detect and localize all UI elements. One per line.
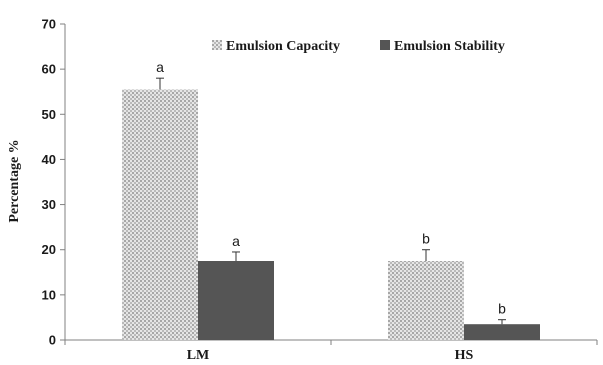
y-tick-label: 30: [42, 197, 56, 212]
legend-label: Emulsion Capacity: [226, 39, 340, 54]
y-tick-label: 40: [42, 152, 56, 167]
bar-emulsion-capacity-lm: [122, 89, 198, 340]
significance-label: a: [232, 233, 240, 249]
x-category-label: HS: [455, 348, 474, 363]
bar-emulsion-stability-lm: [198, 261, 274, 340]
y-tick-label: 10: [42, 287, 56, 302]
significance-label: b: [422, 231, 430, 247]
bar-emulsion-capacity-hs: [388, 261, 464, 340]
y-tick-label: 70: [42, 17, 56, 32]
legend-swatch: [380, 40, 390, 50]
legend-label: Emulsion Stability: [394, 39, 505, 54]
y-tick-label: 0: [49, 333, 56, 348]
bar-emulsion-stability-hs: [464, 324, 540, 340]
significance-label: a: [156, 59, 164, 75]
legend-swatch: [212, 40, 222, 50]
y-tick-label: 20: [42, 242, 56, 257]
x-category-label: LM: [187, 348, 210, 363]
y-tick-label: 60: [42, 62, 56, 77]
significance-label: b: [498, 301, 506, 317]
y-tick-label: 50: [42, 107, 56, 122]
y-axis-title: Percentage %: [7, 139, 22, 222]
